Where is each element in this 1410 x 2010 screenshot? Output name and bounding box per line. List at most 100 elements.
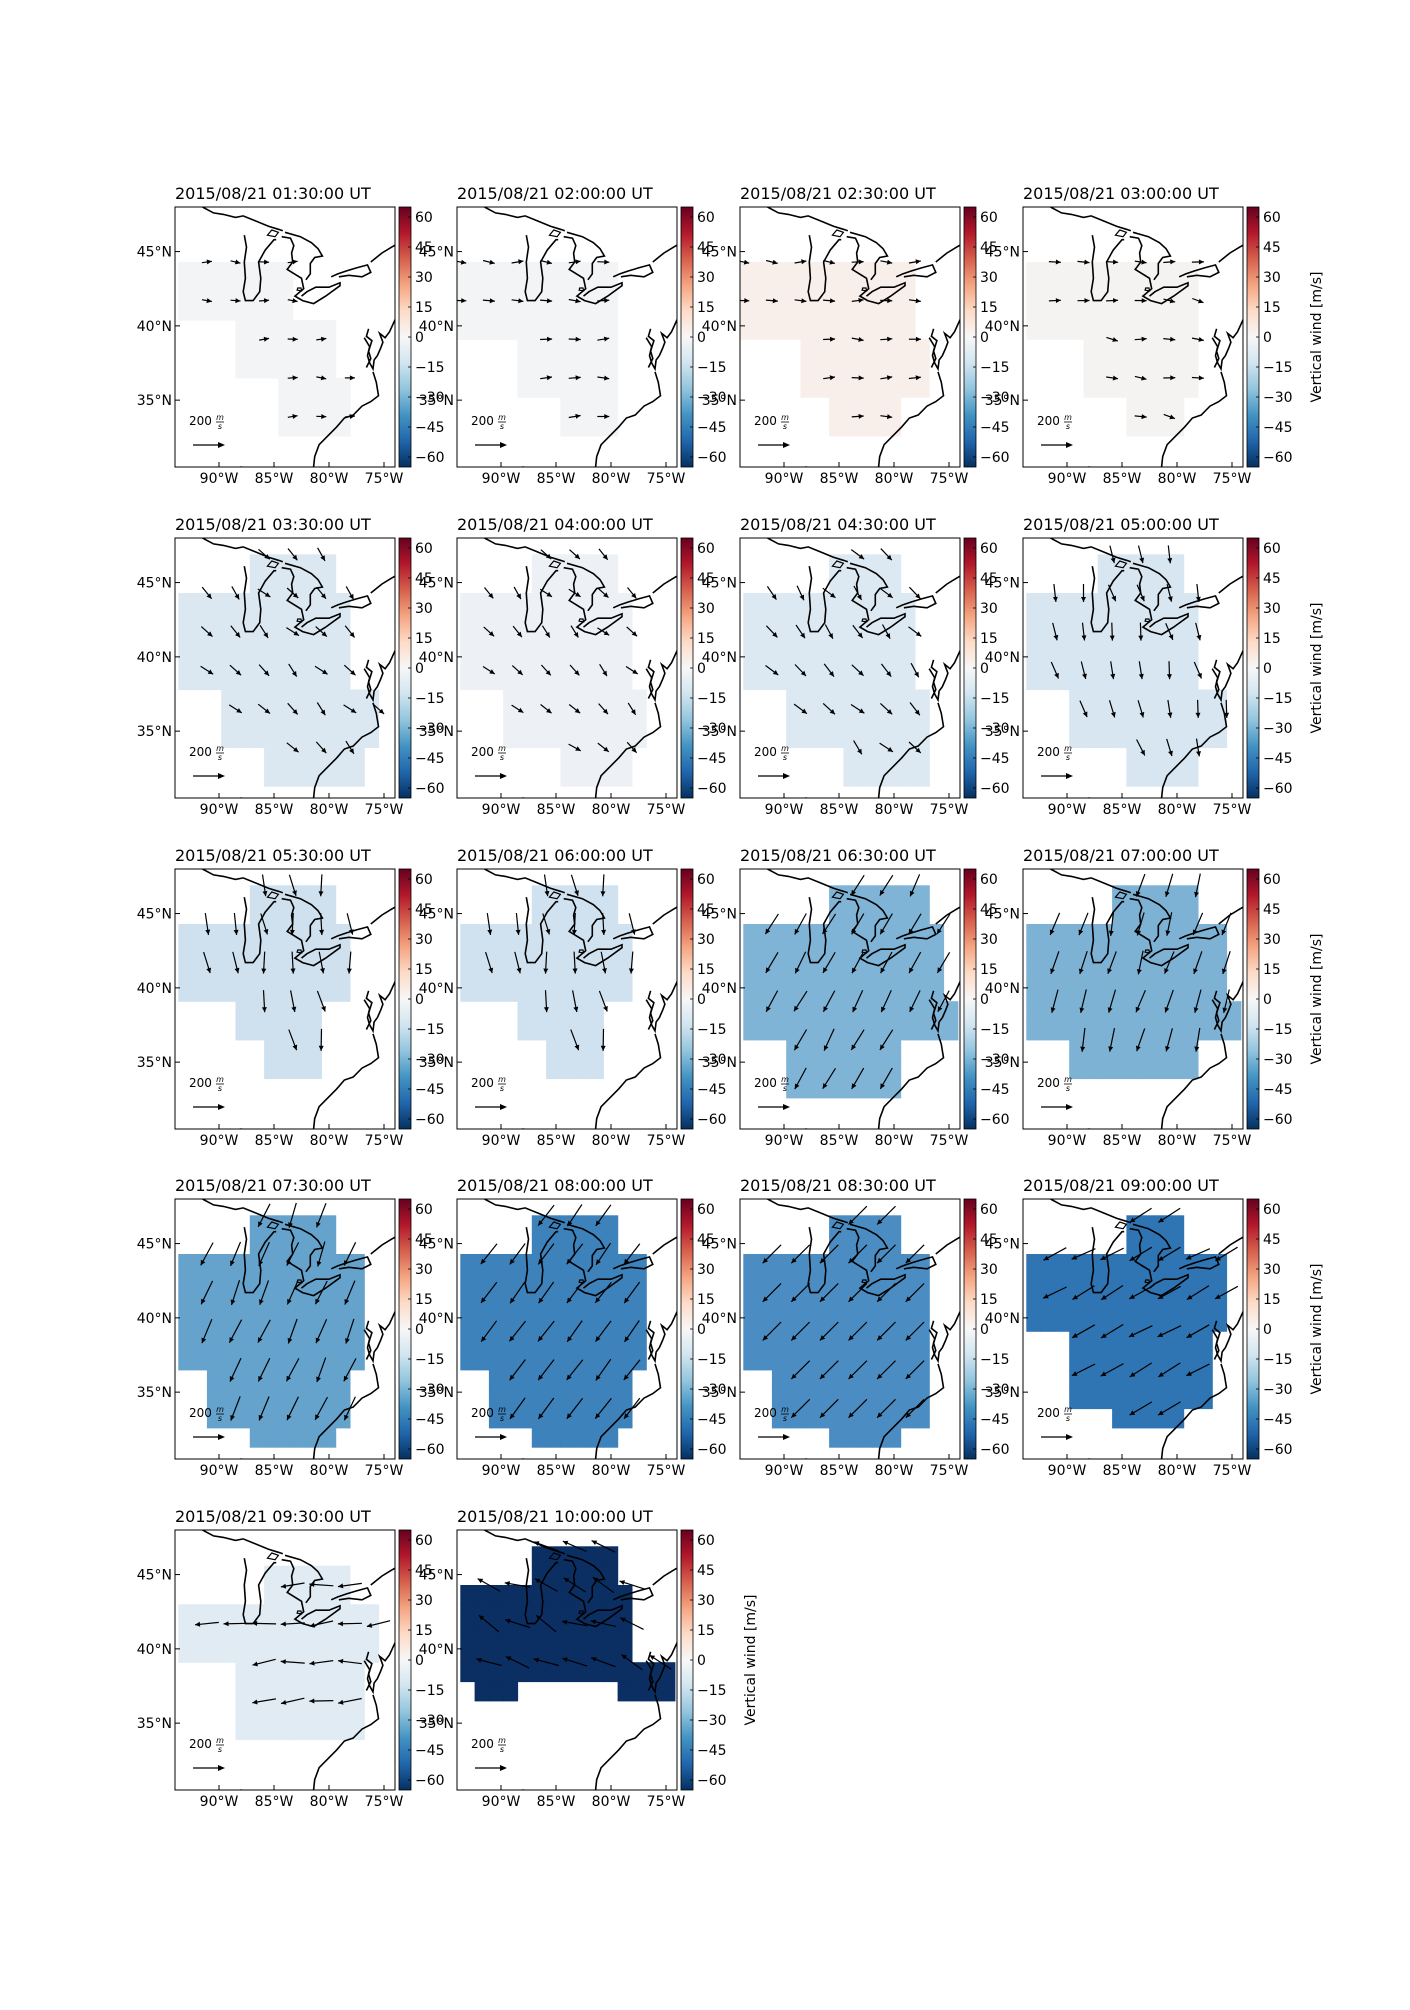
wind-cell bbox=[278, 747, 294, 768]
wind-cell bbox=[900, 319, 916, 340]
wind-cell bbox=[872, 1273, 887, 1294]
wind-cell bbox=[872, 300, 887, 321]
wind-cell bbox=[1069, 1292, 1085, 1313]
wind-cell bbox=[1083, 631, 1099, 652]
wind-vector bbox=[909, 702, 921, 716]
wind-cell bbox=[1197, 962, 1213, 983]
wind-vector bbox=[572, 951, 578, 974]
wind-cell bbox=[843, 1369, 859, 1390]
scale-key-unit-den: s bbox=[783, 1084, 787, 1093]
wind-vector bbox=[765, 990, 779, 1013]
colorbar-tick-label: −60 bbox=[415, 1442, 445, 1458]
wind-vector bbox=[1157, 1285, 1181, 1300]
wind-cell bbox=[872, 1369, 887, 1390]
wind-vector bbox=[568, 259, 581, 265]
coastline bbox=[807, 235, 842, 302]
wind-vector bbox=[1186, 1285, 1210, 1301]
wind-vector bbox=[344, 1280, 356, 1305]
wind-vector bbox=[257, 1203, 271, 1228]
wind-cell bbox=[221, 708, 237, 729]
wind-cell bbox=[321, 904, 337, 925]
scale-key: 200 ms bbox=[1037, 1405, 1073, 1440]
coastline bbox=[281, 566, 341, 636]
wind-cell bbox=[886, 962, 902, 983]
wind-vector bbox=[1050, 989, 1059, 1013]
coastline bbox=[484, 1199, 566, 1224]
wind-cell bbox=[1069, 689, 1085, 710]
wind-cell bbox=[460, 924, 476, 944]
wind-cell bbox=[278, 1331, 294, 1352]
wind-cell bbox=[814, 1311, 830, 1332]
wind-cell bbox=[531, 1427, 547, 1448]
wind-cell bbox=[235, 1720, 251, 1741]
wind-cell bbox=[235, 1642, 251, 1663]
scale-key: 200 ms bbox=[754, 1075, 790, 1110]
wind-cell bbox=[560, 377, 576, 398]
wind-cell bbox=[264, 962, 279, 983]
wind-cell bbox=[546, 981, 561, 1002]
wind-cell bbox=[1140, 1020, 1156, 1041]
wind-cell bbox=[814, 1331, 830, 1352]
wind-cell bbox=[1183, 904, 1199, 925]
wind-cell bbox=[517, 593, 533, 613]
wind-cell bbox=[800, 377, 816, 398]
wind-cell bbox=[574, 262, 590, 282]
wind-cell bbox=[221, 1408, 237, 1429]
wind-vector bbox=[201, 298, 212, 304]
colorbar-tick-label: 60 bbox=[980, 541, 998, 557]
wind-cell bbox=[460, 981, 476, 1002]
wind-cell bbox=[872, 1215, 887, 1236]
wind-cell bbox=[1112, 981, 1127, 1002]
wind-vector bbox=[1107, 989, 1117, 1013]
lon-tick-label: 75°W bbox=[647, 471, 686, 487]
wind-cell bbox=[503, 593, 519, 613]
wind-cell bbox=[335, 981, 351, 1002]
wind-cell bbox=[321, 1408, 337, 1429]
wind-cell bbox=[1097, 339, 1113, 360]
coastline bbox=[612, 594, 654, 609]
wind-cell bbox=[335, 962, 351, 983]
wind-cell bbox=[1155, 554, 1170, 575]
wind-cell bbox=[249, 728, 265, 749]
wind-cell bbox=[886, 1331, 902, 1352]
wind-cell bbox=[1197, 1311, 1213, 1332]
scale-key-unit-den: s bbox=[500, 1414, 504, 1423]
wind-cell bbox=[278, 631, 294, 652]
wind-cell bbox=[1026, 943, 1042, 964]
wind-vector bbox=[537, 1204, 555, 1226]
colorbar-tick-label: −45 bbox=[415, 751, 445, 767]
wind-cell bbox=[1140, 593, 1156, 613]
coastline bbox=[370, 1236, 395, 1255]
wind-vector bbox=[600, 951, 607, 974]
wind-cell bbox=[1112, 1020, 1127, 1041]
wind-cell bbox=[278, 670, 294, 691]
wind-vector bbox=[848, 1360, 868, 1380]
wind-cell bbox=[574, 1020, 590, 1041]
wind-cell bbox=[517, 1369, 533, 1390]
wind-cell bbox=[1183, 689, 1199, 710]
wind-cell bbox=[1183, 650, 1199, 671]
wind-cell bbox=[1097, 377, 1113, 398]
wind-cell bbox=[249, 1408, 265, 1429]
scale-key-value: 200 bbox=[471, 1076, 494, 1090]
wind-vector bbox=[288, 874, 297, 896]
wind-vector bbox=[1107, 951, 1117, 975]
wind-cell bbox=[589, 339, 604, 360]
wind-cell bbox=[221, 1254, 237, 1274]
wind-vector bbox=[288, 1202, 297, 1228]
colorbar-tick-label: 45 bbox=[415, 902, 433, 918]
wind-cell bbox=[814, 1273, 830, 1294]
wind-cell bbox=[321, 1215, 337, 1236]
wind-cell bbox=[178, 924, 194, 944]
wind-cell bbox=[1155, 1273, 1170, 1294]
wind-cell bbox=[1054, 1254, 1070, 1274]
wind-cell bbox=[1069, 1273, 1085, 1294]
map-area bbox=[1026, 1199, 1243, 1459]
lon-tick-label: 85°W bbox=[537, 1794, 576, 1810]
map-area bbox=[743, 538, 960, 798]
wind-vector bbox=[287, 548, 298, 561]
wind-cell bbox=[1126, 904, 1142, 925]
wind-vector bbox=[822, 951, 836, 974]
